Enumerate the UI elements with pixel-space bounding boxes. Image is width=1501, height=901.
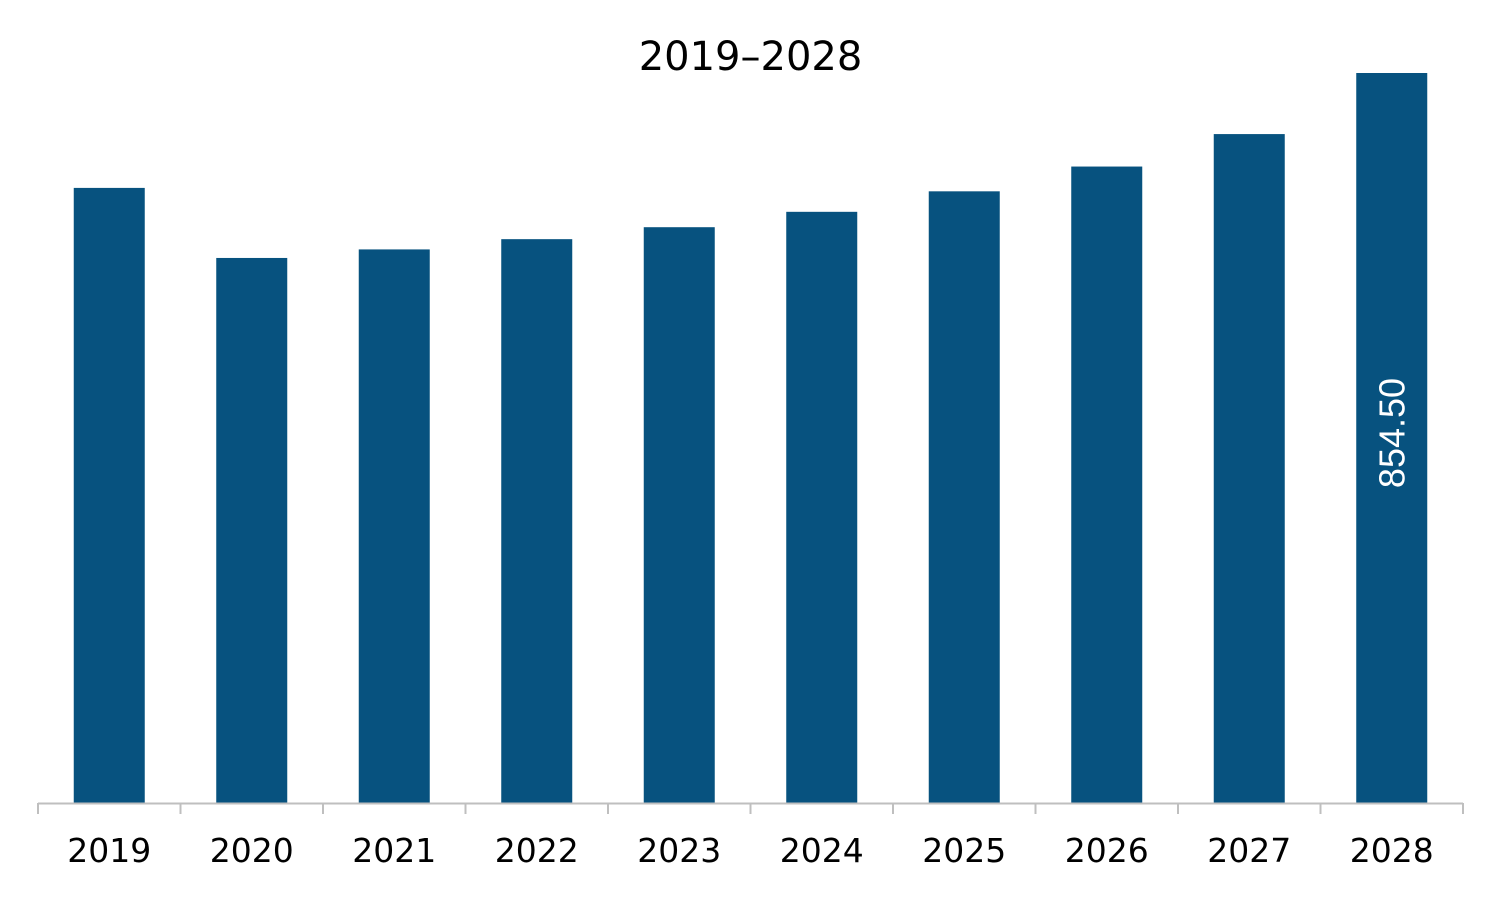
bar-2027 xyxy=(1213,134,1285,803)
x-tick-label-2023: 2023 xyxy=(637,831,721,870)
x-tick-label-2024: 2024 xyxy=(780,831,864,870)
chart-title: 2019–2028 xyxy=(638,34,863,80)
x-tick-label-2021: 2021 xyxy=(352,831,436,870)
bar-2021 xyxy=(358,249,430,804)
bar-2024 xyxy=(786,211,858,804)
x-tick-label-2027: 2027 xyxy=(1207,831,1291,870)
bar-2020 xyxy=(216,257,288,803)
x-tick-label-2028: 2028 xyxy=(1350,831,1434,870)
x-tick-label-2022: 2022 xyxy=(495,831,579,870)
bar-2023 xyxy=(643,227,715,803)
bar-2022 xyxy=(501,239,573,803)
bar-2026 xyxy=(1071,166,1143,804)
bar-2019 xyxy=(73,187,145,804)
bar-2025 xyxy=(928,191,1000,803)
x-tick-label-2020: 2020 xyxy=(210,831,294,870)
data-labels-group: 854.50 xyxy=(1371,378,1412,488)
x-axis: 2019 2020 2021 2022 2023 2024 2025 2026 2027 2028 xyxy=(37,802,1464,870)
bars-group xyxy=(73,73,1428,804)
x-tick-label-2025: 2025 xyxy=(922,831,1006,870)
x-tick-label-2026: 2026 xyxy=(1065,831,1149,870)
x-tick-label-2019: 2019 xyxy=(67,831,151,870)
bar-2028 xyxy=(1356,73,1428,803)
data-label-2028: 854.50 xyxy=(1371,378,1412,488)
